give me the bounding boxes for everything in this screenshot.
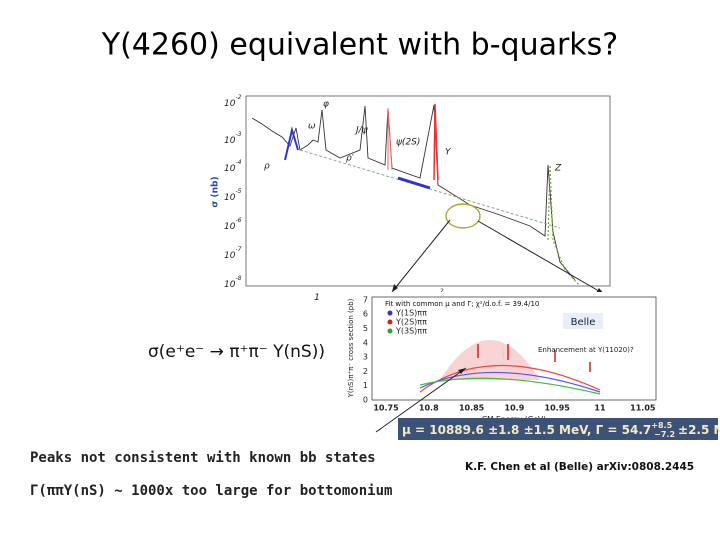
peak-label: J/ψ — [354, 126, 369, 136]
plot-frame — [245, 95, 611, 287]
result-tail: ±2.5 MeV — [678, 423, 720, 437]
belle-box — [563, 313, 603, 329]
peak-label: ω — [308, 122, 316, 132]
fit-curve — [419, 377, 601, 395]
legend-marker — [387, 310, 393, 316]
slide-title: Y(4260) equivalent with b-quarks? — [101, 28, 618, 63]
x-tick-label: 10.75 — [373, 404, 399, 413]
process: σ(e⁺e⁻ → π⁺π⁻ Υ(nS)) — [148, 342, 325, 362]
arrowhead — [458, 368, 466, 374]
callout-line — [477, 220, 605, 295]
note: Γ(ππΥ(nS) ~ 1000x too large for bottomon… — [30, 483, 392, 499]
cross-section-curve — [251, 104, 576, 281]
continuum-line — [299, 149, 561, 229]
y-tick-label: 0 — [363, 396, 368, 405]
y-tick-label: 6 — [363, 310, 368, 319]
tick-base: 10 — [224, 222, 236, 232]
callout-line — [391, 219, 451, 293]
y-tick-label: 10-6 — [224, 217, 242, 232]
x-tick-label: 10.85 — [459, 404, 485, 413]
tick-exp: 2 — [440, 288, 444, 295]
tick-exp: -2 — [235, 94, 241, 101]
legend-title: Fit with common μ and Γ; χ²/d.o.f. = 39.… — [385, 300, 539, 308]
peak-label: Z — [554, 164, 562, 174]
note: Peaks not consistent with known bb state… — [30, 450, 376, 466]
tick-exp: -5 — [235, 188, 241, 195]
overview-plot: σ (nb) 10-210-310-410-510-610-710-81102ω… — [211, 94, 611, 303]
y-tick-label: 3 — [363, 353, 368, 362]
y-tick-label: 10-5 — [224, 188, 242, 203]
y-tick-label: 1 — [363, 381, 368, 390]
legend-marker — [387, 319, 393, 325]
x-tick-label: 1 — [314, 293, 320, 303]
x-tick-label: 11 — [594, 404, 606, 413]
tick-exp: -3 — [235, 131, 241, 138]
tick-base: 10 — [224, 193, 236, 203]
tick-base: 10 — [224, 280, 236, 290]
legend-marker — [387, 328, 393, 334]
inset-frame — [371, 296, 657, 401]
tick-base: 10 — [224, 99, 236, 109]
y-tick-label: 7 — [363, 295, 368, 304]
peak-label: ρ′ — [346, 154, 354, 164]
psi-peak — [387, 107, 393, 171]
result-plus: +8.5 — [651, 421, 672, 430]
peak-label: ρ — [264, 162, 270, 172]
tick-exp: -7 — [235, 246, 241, 253]
x-tick-label: 10.8 — [419, 404, 439, 413]
upsilon-peak — [433, 103, 439, 181]
tick-exp: -4 — [235, 159, 241, 166]
y-axis-label: σ (nb) — [211, 176, 221, 207]
y-tick-label: 10-4 — [224, 159, 242, 174]
y-tick-label: 5 — [363, 324, 368, 333]
tick-base: 10 — [224, 164, 236, 174]
result-minus: −7.2 — [654, 430, 675, 439]
citation: K.F. Chen et al (Belle) arXiv:0808.2445 — [465, 461, 694, 473]
x-tick-label: 10.95 — [545, 404, 571, 413]
peak-label: ψ(2S) — [396, 138, 420, 148]
tick-base: 1 — [314, 293, 320, 303]
y-tick-label: 2 — [363, 367, 368, 376]
result-main: μ = 10889.6 ±1.8 ±1.5 MeV, Γ = 54.7 — [402, 423, 651, 437]
result: μ = 10889.6 ±1.8 ±1.5 MeV, Γ = 54.7+8.5−… — [402, 421, 720, 439]
annotation: Enhancement at Υ(11020)? — [538, 346, 634, 354]
z-line — [547, 164, 581, 287]
inset-plot: Υ(nS)π⁺π⁻ cross section (pb) CM Energy (… — [342, 292, 660, 424]
pointer-line — [375, 367, 467, 433]
legend-label: Υ(3S)ππ — [395, 327, 427, 336]
highlight-oval — [445, 203, 481, 229]
arrowhead — [392, 284, 398, 292]
y-tick-label: 10-3 — [224, 131, 242, 146]
x-tick-label: 11.05 — [630, 404, 656, 413]
tick-exp: -8 — [235, 275, 241, 282]
peak-label: φ — [323, 100, 329, 110]
data-points — [477, 344, 591, 372]
y-tick-label: 10-8 — [224, 275, 242, 290]
tick-base: 10 — [224, 136, 236, 146]
peak-label: Υ — [445, 148, 452, 158]
legend-label: Υ(2S)ππ — [395, 318, 427, 327]
legend-label: Υ(1S)ππ — [395, 309, 427, 318]
result-bar — [398, 418, 718, 440]
x-tick-label: 10.9 — [505, 404, 525, 413]
y-tick-label: 4 — [363, 338, 368, 347]
phi-peak — [284, 126, 299, 161]
y-tick-label: 10-7 — [224, 246, 242, 261]
belle-label: Belle — [571, 317, 596, 328]
inset-y-label: Υ(nS)π⁺π⁻ cross section (pb) — [347, 298, 355, 398]
points — [397, 176, 431, 190]
tick-base: 10 — [224, 251, 236, 261]
tick-exp: -6 — [235, 217, 241, 224]
y-tick-label: 10-2 — [224, 94, 242, 109]
